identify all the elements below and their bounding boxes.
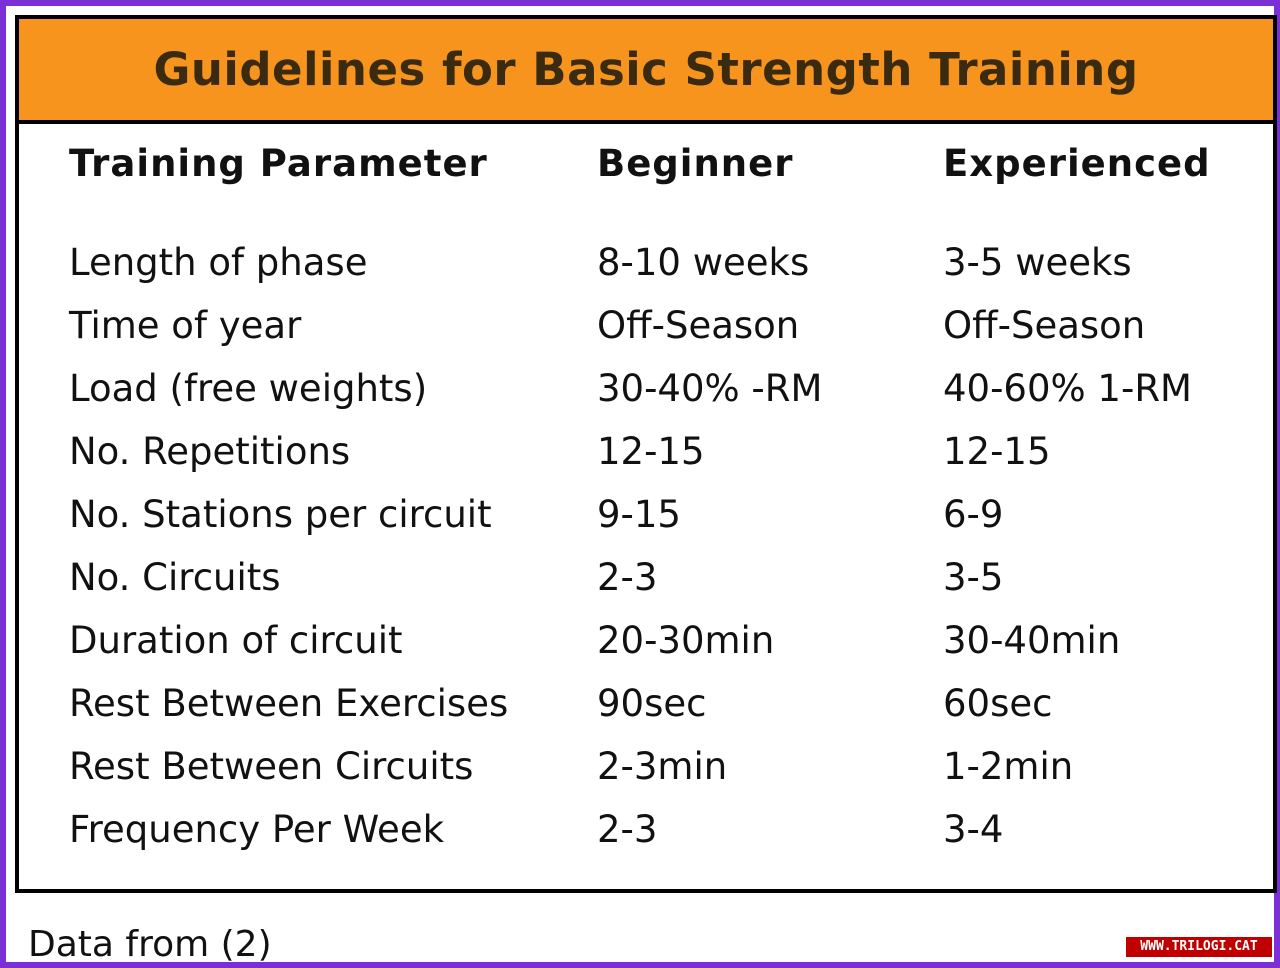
- cell-beginner: 2-3: [597, 556, 658, 599]
- cell-parameter: No. Repetitions: [69, 430, 351, 473]
- cell-beginner: 12-15: [597, 430, 705, 473]
- table-row: No. Stations per circuit 9-15 6-9: [19, 483, 1273, 546]
- watermark-logo: WWW.TRILOGI.CAT: [1126, 937, 1272, 957]
- table-header-row: Training Parameter Beginner Experienced: [19, 132, 1273, 195]
- header-experienced: Experienced: [943, 142, 1211, 185]
- cell-parameter: No. Circuits: [69, 556, 281, 599]
- cell-experienced: 40-60% 1-RM: [943, 367, 1192, 410]
- cell-beginner: 9-15: [597, 493, 681, 536]
- table-row: No. Repetitions 12-15 12-15: [19, 420, 1273, 483]
- cell-parameter: Time of year: [69, 304, 302, 347]
- cell-beginner: Off-Season: [597, 304, 800, 347]
- table-row: Frequency Per Week 2-3 3-4: [19, 798, 1273, 861]
- cell-beginner: 90sec: [597, 682, 707, 725]
- cell-experienced: 1-2min: [943, 745, 1074, 788]
- cell-experienced: 3-5: [943, 556, 1004, 599]
- table-row: Length of phase 8-10 weeks 3-5 weeks: [19, 231, 1273, 294]
- cell-experienced: 3-4: [943, 808, 1004, 851]
- cell-experienced: 6-9: [943, 493, 1004, 536]
- table-row: Duration of circuit 20-30min 30-40min: [19, 609, 1273, 672]
- cell-experienced: 3-5 weeks: [943, 241, 1132, 284]
- table-row: Time of year Off-Season Off-Season: [19, 294, 1273, 357]
- table-row: Load (free weights) 30-40% -RM 40-60% 1-…: [19, 357, 1273, 420]
- cell-experienced: 30-40min: [943, 619, 1121, 662]
- cell-experienced: Off-Season: [943, 304, 1146, 347]
- cell-beginner: 2-3min: [597, 745, 728, 788]
- cell-parameter: Frequency Per Week: [69, 808, 445, 851]
- source-note: Data from (2): [28, 924, 272, 965]
- title-bar: Guidelines for Basic Strength Training: [19, 19, 1273, 124]
- table-row: No. Circuits 2-3 3-5: [19, 546, 1273, 609]
- cell-experienced: 12-15: [943, 430, 1051, 473]
- cell-parameter: Load (free weights): [69, 367, 428, 410]
- cell-parameter: Rest Between Circuits: [69, 745, 474, 788]
- cell-parameter: Length of phase: [69, 241, 368, 284]
- header-beginner: Beginner: [597, 142, 794, 185]
- table-row: Rest Between Exercises 90sec 60sec: [19, 672, 1273, 735]
- table-title: Guidelines for Basic Strength Training: [153, 43, 1139, 96]
- cell-beginner: 30-40% -RM: [597, 367, 823, 410]
- guidelines-table: Guidelines for Basic Strength Training T…: [15, 15, 1277, 893]
- cell-parameter: No. Stations per circuit: [69, 493, 492, 536]
- cell-parameter: Rest Between Exercises: [69, 682, 509, 725]
- cell-parameter: Duration of circuit: [69, 619, 403, 662]
- cell-beginner: 8-10 weeks: [597, 241, 810, 284]
- cell-beginner: 20-30min: [597, 619, 775, 662]
- table-row: Rest Between Circuits 2-3min 1-2min: [19, 735, 1273, 798]
- header-parameter: Training Parameter: [69, 142, 488, 185]
- cell-experienced: 60sec: [943, 682, 1053, 725]
- cell-beginner: 2-3: [597, 808, 658, 851]
